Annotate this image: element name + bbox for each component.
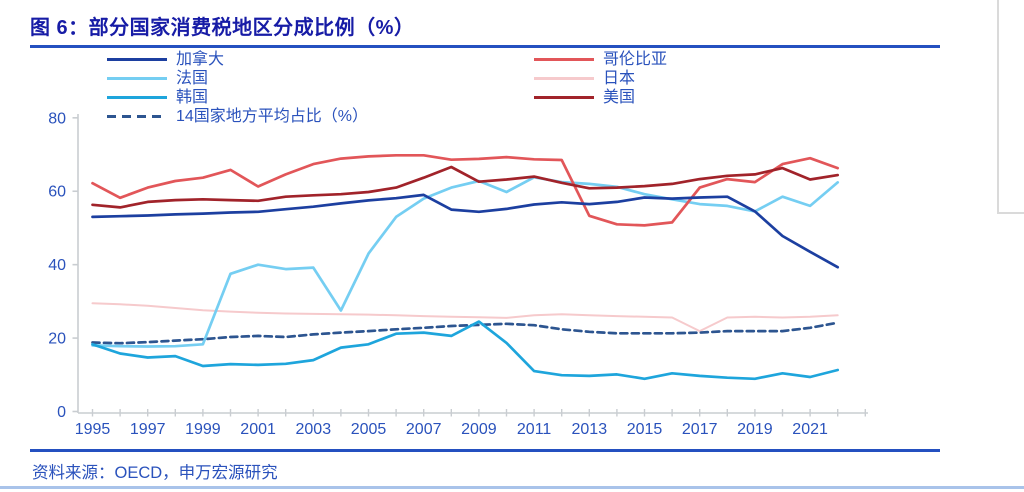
legend-item-france: 法国 [107,69,368,88]
legend-column-right: 哥伦比亚 日本 美国 [534,50,667,107]
legend-label-avg14: 14国家地方平均占比（%） [176,107,369,125]
x-tick-label: 1997 [130,421,166,438]
x-tick-label: 2013 [572,421,608,438]
legend-swatch-colombia [534,58,594,61]
series-line-avg14 [91,321,840,345]
right-panel-corner [997,0,1024,214]
legend-label-colombia: 哥伦比亚 [603,50,668,68]
legend-item-japan: 日本 [534,69,667,88]
chart-legend: 加拿大 法国 韩国 14国家地方平均占比（%） 哥伦比亚 日本 美国 [0,0,1024,130]
x-tick-label: 1995 [75,421,111,438]
legend-swatch-canada [107,58,167,61]
title-underline [30,45,940,48]
series-line-korea [91,320,840,381]
x-tick-label: 2005 [351,421,387,438]
legend-label-usa: 美国 [603,88,636,106]
y-tick-label: 80 [48,110,66,127]
legend-swatch-france [107,77,167,80]
figure-title: 图 6：部分国家消费税地区分成比例（%） [30,17,415,39]
legend-item-colombia: 哥伦比亚 [534,50,667,69]
legend-label-canada: 加拿大 [176,50,225,68]
x-tick-label: 2009 [461,421,497,438]
legend-item-avg14: 14国家地方平均占比（%） [107,107,368,126]
y-tick-label: 60 [48,184,66,201]
legend-item-canada: 加拿大 [107,50,368,69]
x-tick-label: 2007 [406,421,442,438]
x-tick-label: 2001 [240,421,276,438]
legend-swatch-usa [534,96,594,99]
x-tick-label: 2017 [682,421,718,438]
x-tick-label: 2015 [627,421,663,438]
legend-swatch-avg14 [107,115,167,118]
source-note: 资料来源：OECD，申万宏源研究 [32,464,278,482]
series-line-colombia [91,153,840,227]
series-line-canada [91,193,840,269]
y-tick-label: 0 [57,404,66,421]
legend-item-korea: 韩国 [107,88,368,107]
legend-swatch-korea [107,96,167,99]
y-tick-label: 20 [48,331,66,348]
page-bottom-border [0,486,1024,489]
series-line-usa [91,165,840,209]
x-tick-label: 2021 [792,421,828,438]
x-tick-label: 1999 [185,421,221,438]
legend-swatch-japan [534,77,594,80]
legend-label-korea: 韩国 [176,88,209,106]
x-tick-label: 2011 [517,421,552,438]
legend-label-france: 法国 [176,69,209,87]
series-line-france [91,175,840,348]
series-line-japan [91,302,839,333]
x-tick-label: 2019 [737,421,773,438]
source-divider [30,449,940,452]
y-tick-label: 40 [48,257,66,274]
x-tick-label: 2003 [296,421,332,438]
legend-item-usa: 美国 [534,88,667,107]
legend-label-japan: 日本 [603,69,636,87]
legend-column-left: 加拿大 法国 韩国 14国家地方平均占比（%） [107,50,368,126]
